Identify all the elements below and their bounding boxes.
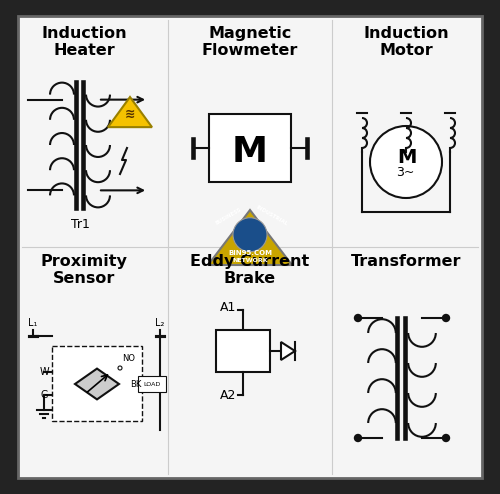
Text: Tr1: Tr1 xyxy=(70,218,90,231)
Bar xyxy=(138,376,166,392)
Text: BUSINESS: BUSINESS xyxy=(214,206,242,225)
Text: G: G xyxy=(40,390,48,400)
Circle shape xyxy=(442,435,450,442)
Circle shape xyxy=(233,218,267,252)
Text: L₁: L₁ xyxy=(28,318,38,328)
Bar xyxy=(52,346,142,421)
Text: L₂: L₂ xyxy=(156,318,164,328)
Text: A2: A2 xyxy=(220,388,236,402)
Text: W: W xyxy=(39,367,49,377)
Text: M: M xyxy=(398,148,416,166)
Text: Transformer: Transformer xyxy=(351,254,461,269)
Bar xyxy=(209,114,291,182)
Text: 3~: 3~ xyxy=(396,165,414,178)
Text: NO: NO xyxy=(122,354,135,363)
Bar xyxy=(216,330,270,372)
Text: BIN95.COM: BIN95.COM xyxy=(228,250,272,256)
Text: Induction
Motor: Induction Motor xyxy=(363,26,449,58)
Text: Magnetic
Flowmeter: Magnetic Flowmeter xyxy=(202,26,298,58)
Text: Eddy Current
Brake: Eddy Current Brake xyxy=(190,254,310,287)
Polygon shape xyxy=(208,210,292,265)
Text: NETWORK: NETWORK xyxy=(232,257,268,262)
Text: Induction
Heater: Induction Heater xyxy=(41,26,127,58)
Text: ≋: ≋ xyxy=(125,108,135,121)
Polygon shape xyxy=(108,97,152,127)
Text: INDUSTRIAL: INDUSTRIAL xyxy=(255,205,289,227)
Circle shape xyxy=(442,315,450,322)
Polygon shape xyxy=(18,16,482,478)
Text: BK: BK xyxy=(130,379,141,388)
Text: A1: A1 xyxy=(220,300,236,314)
Circle shape xyxy=(118,366,122,370)
Polygon shape xyxy=(75,369,119,400)
Text: M: M xyxy=(232,135,268,169)
Polygon shape xyxy=(281,342,295,360)
Circle shape xyxy=(354,315,362,322)
Text: Proximity
Sensor: Proximity Sensor xyxy=(40,254,128,287)
Text: LOAD: LOAD xyxy=(144,381,160,386)
Circle shape xyxy=(370,126,442,198)
Circle shape xyxy=(354,435,362,442)
